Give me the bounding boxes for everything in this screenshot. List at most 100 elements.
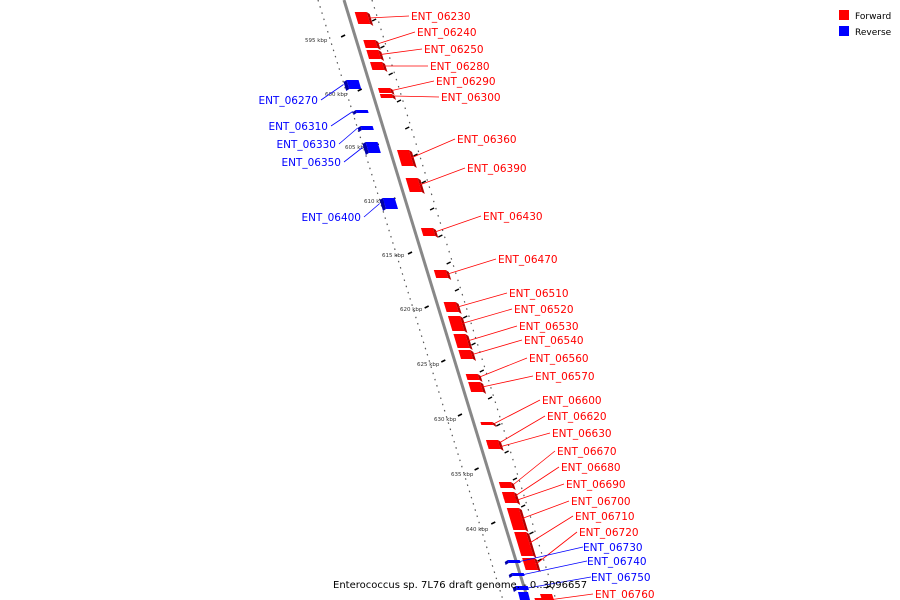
feature-tick-mark [529,531,534,535]
reverse-gene-shade [504,560,509,565]
reverse-gene-shade [379,198,387,211]
reverse-gene-connector [338,127,358,145]
scale-tick-mark [340,34,346,38]
forward-gene-connector [467,325,518,342]
forward-gene-connector [512,450,556,486]
forward-gene-block [433,270,449,278]
forward-gene-label: ENT_06680 [561,462,621,474]
forward-gene-block [540,594,554,600]
forward-gene-shade [455,302,462,314]
scale-label: 640 kbp [466,527,489,533]
forward-gene-label: ENT_06600 [542,395,602,407]
forward-gene-shade [417,178,425,194]
forward-gene-label: ENT_06720 [579,527,639,539]
forward-gene-label: ENT_06530 [519,321,579,333]
feature-tick-mark [404,126,410,130]
forward-gene-shade [391,94,397,100]
forward-gene-shade [515,497,521,505]
scale-label: 630 kbp [434,417,457,423]
forward-gene-block [485,440,500,445]
feature-tick-mark [429,207,435,211]
reference-dotted-line [371,0,557,600]
reverse-gene-connector [519,546,584,562]
forward-gene-label: ENT_06290 [436,76,496,88]
reverse-gene-block [515,586,529,590]
scale-tick-mark [424,305,430,309]
scale-label: 615 kbp [382,253,405,259]
forward-gene-connector [419,167,466,186]
forward-gene-connector [515,466,560,496]
forward-gene-connector [482,375,534,388]
scale-label: 605 kbp [345,145,368,151]
reverse-gene-shade [357,126,362,132]
feature-tick-mark [487,396,493,400]
forward-gene-connector [527,515,574,545]
forward-gene-connector [377,31,416,45]
forward-gene-label: ENT_06570 [535,371,595,383]
forward-gene-connector [499,415,546,443]
forward-gene-shade [518,508,529,532]
forward-gene-block [506,508,526,530]
forward-gene-connector [457,292,508,308]
reverse-gene-block [360,126,374,130]
forward-gene-shade [510,482,516,490]
forward-gene-shade [492,422,497,427]
feature-tick-mark [471,342,476,346]
feature-tick-mark [446,261,451,265]
forward-gene-connector [380,48,423,55]
reverse-gene-block [355,110,369,113]
scale-label: 600 kbp [325,92,348,98]
forward-gene-shade [534,558,541,572]
forward-gene-connector [393,95,440,98]
forward-gene-shade [465,334,473,350]
scale-tick-mark [407,251,413,255]
forward-gene-block [420,228,436,236]
scale-tick-mark [474,467,479,471]
reverse-gene-label: ENT_06400 [301,212,361,224]
scale-tick-mark [357,88,363,92]
scale-tick-mark [457,413,463,417]
legend-reverse-swatch [839,26,849,36]
forward-gene-label: ENT_06690 [566,479,626,491]
feature-tick-mark [462,315,468,319]
forward-gene-label: ENT_06470 [498,254,558,266]
feature-tick-mark [454,288,460,292]
feature-tick-mark [512,477,518,481]
forward-gene-label: ENT_06360 [457,134,517,146]
forward-gene-label: ENT_06630 [552,428,612,440]
reverse-gene-connector [343,147,363,163]
reverse-gene-shade [508,573,513,578]
forward-gene-block [377,88,392,93]
forward-gene-block [465,374,480,380]
forward-gene-label: ENT_06710 [575,511,635,523]
forward-gene-block [498,482,513,488]
reverse-gene-connector [330,111,353,127]
forward-gene-block [487,444,501,449]
forward-gene-connector [434,215,482,233]
reverse-gene-shade [343,80,350,91]
feature-tick-mark [396,99,402,103]
forward-gene-block [443,302,459,312]
forward-gene-block [405,178,422,192]
scale-label: 625 kbp [417,362,440,368]
forward-gene-shade [366,12,374,26]
forward-gene-label: ENT_06510 [509,288,569,300]
reverse-gene-block [518,592,530,600]
feature-tick-mark [388,72,394,76]
forward-gene-shade [526,532,537,558]
reverse-gene-block [507,560,521,563]
reverse-gene-label: ENT_06270 [258,95,318,107]
forward-gene-shade [382,62,388,72]
forward-gene-connector [501,432,551,447]
forward-gene-shade [409,150,417,168]
reverse-gene-label: ENT_06750 [591,572,651,584]
reverse-gene-shade [352,110,357,115]
feature-tick-mark [545,585,551,589]
feature-tick-mark [537,558,543,562]
forward-gene-block [363,40,378,48]
genome-caption: Enterococcus sp. 7L76 draft genome. - 0.… [333,580,587,591]
forward-gene-connector [410,138,456,159]
forward-gene-label: ENT_06430 [483,211,543,223]
forward-gene-label: ENT_06300 [441,92,501,104]
